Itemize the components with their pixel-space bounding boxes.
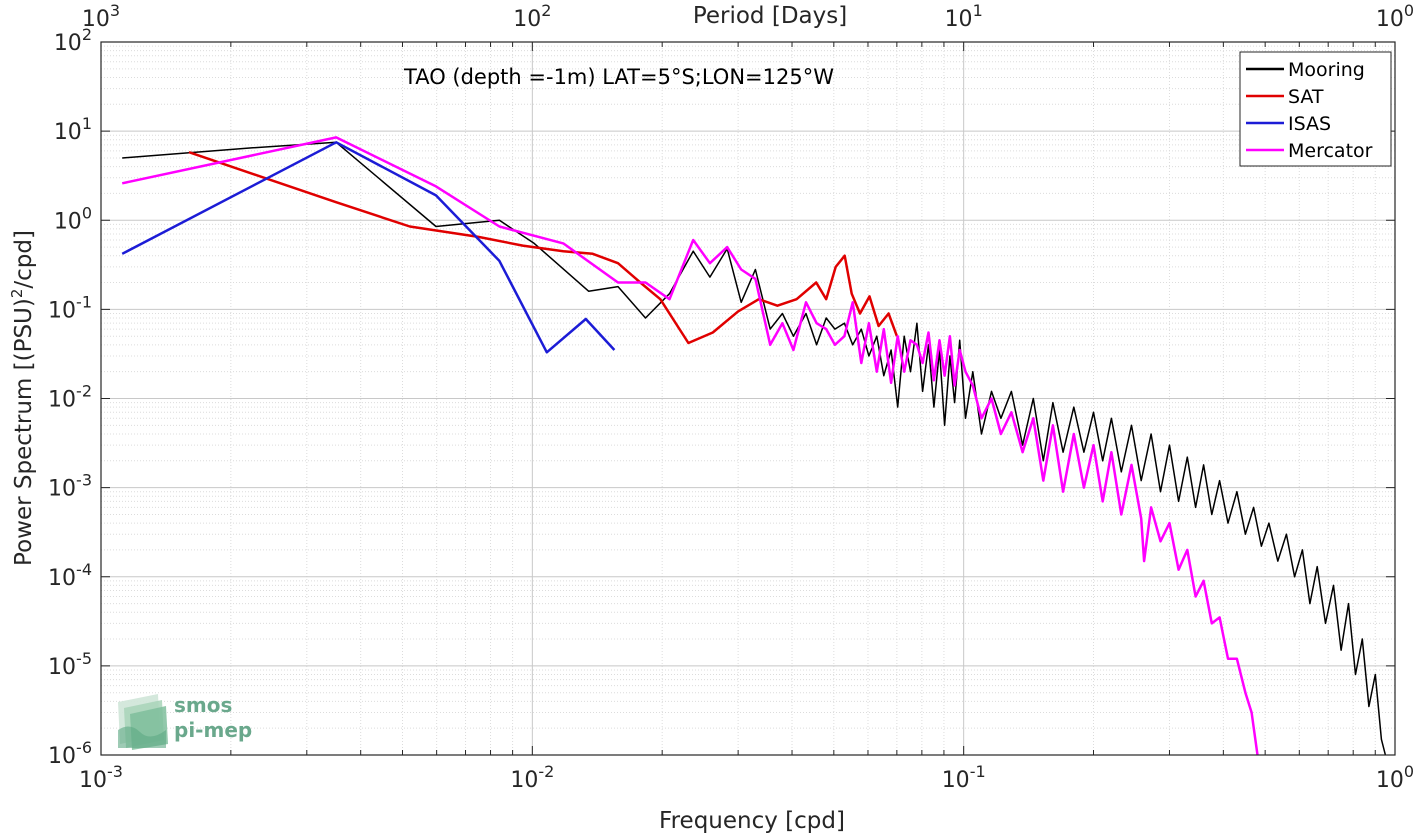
y-tick-label: 10-6 — [48, 738, 92, 769]
tick-marks — [100, 41, 1396, 756]
series-line-isas — [121, 141, 616, 354]
series-line-sat — [188, 151, 899, 345]
legend: Mooring SAT ISAS Mercator — [1239, 51, 1392, 167]
y-tick-label: 100 — [54, 203, 92, 234]
top-x-tick-labels: 103 102 101 100 — [82, 1, 1414, 32]
y-tick-labels: 102 101 100 10-1 10-2 10-3 10-4 10-5 10-6 — [48, 25, 92, 769]
y-tick-label: 10-3 — [48, 471, 92, 502]
legend-box — [1239, 51, 1392, 167]
x-tick-labels: 10-3 10-2 10-1 100 — [79, 762, 1414, 793]
y-tick-label: 10-1 — [48, 292, 92, 323]
legend-label-mooring: Mooring — [1288, 59, 1365, 81]
chart-title: TAO (depth =-1m) LAT=5°S;LON=125°W — [403, 65, 834, 89]
x-tick-label: 10-3 — [79, 762, 123, 793]
top-tick-label: 100 — [1376, 1, 1414, 32]
y-axis-label: Power Spectrum [(PSU)2/cpd] — [8, 230, 37, 566]
x-axis-label: Frequency [cpd] — [659, 808, 845, 834]
y-tick-label: 102 — [54, 25, 92, 56]
legend-label-isas: ISAS — [1288, 113, 1331, 135]
series-line-mercator — [121, 136, 1259, 755]
x-tick-label: 10-1 — [942, 762, 986, 793]
series-lines — [121, 136, 1387, 755]
top-tick-label: 101 — [945, 1, 983, 32]
logo-mark-icon — [118, 694, 168, 750]
series-line-mooring — [122, 141, 1387, 755]
y-tick-label: 10-4 — [48, 560, 92, 591]
top-axis-label: Period [Days] — [693, 3, 847, 29]
top-tick-label: 103 — [82, 1, 120, 32]
y-tick-label: 10-5 — [48, 649, 92, 680]
logo-line-2: pi-mep — [174, 718, 252, 742]
legend-label-sat: SAT — [1288, 86, 1324, 108]
legend-label-mercator: Mercator — [1288, 140, 1373, 162]
smos-pi-mep-logo: smos pi-mep — [118, 693, 252, 750]
y-tick-label: 10-2 — [48, 382, 92, 413]
x-tick-label: 100 — [1376, 762, 1414, 793]
x-tick-label: 10-2 — [510, 762, 554, 793]
top-tick-label: 102 — [513, 1, 551, 32]
y-tick-label: 101 — [54, 114, 92, 145]
logo-line-1: smos — [174, 693, 232, 717]
minor-grid — [101, 42, 1395, 755]
